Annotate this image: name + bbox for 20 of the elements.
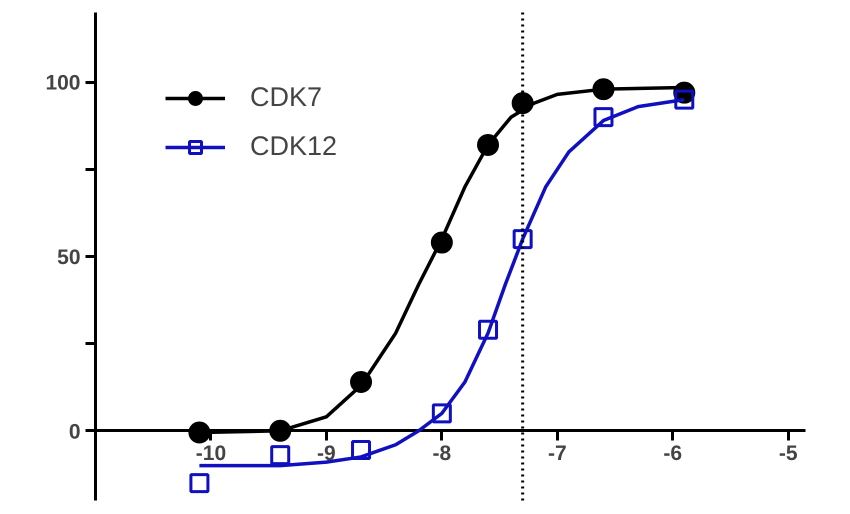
x-tick-label: -10: [196, 442, 226, 465]
x-tick-label: -9: [317, 442, 336, 465]
x-tick-label: -7: [548, 442, 567, 465]
x-tick-label: -6: [663, 442, 682, 465]
y-tick-label: 100: [45, 72, 81, 95]
y-tick-label: 50: [57, 246, 80, 269]
point: [593, 107, 614, 128]
x-tick-label: -8: [432, 442, 452, 465]
point: [478, 320, 498, 340]
legend-label: CDK7: [250, 82, 322, 113]
legend-label: CDK12: [250, 131, 338, 162]
x-tick-label: -5: [778, 442, 798, 465]
point: [189, 473, 210, 494]
point: [674, 90, 694, 110]
point: [351, 440, 372, 460]
point: [270, 445, 290, 466]
point: [432, 403, 452, 424]
y-tick-label: 0: [68, 420, 81, 444]
point: [188, 422, 210, 444]
point: [512, 229, 533, 250]
